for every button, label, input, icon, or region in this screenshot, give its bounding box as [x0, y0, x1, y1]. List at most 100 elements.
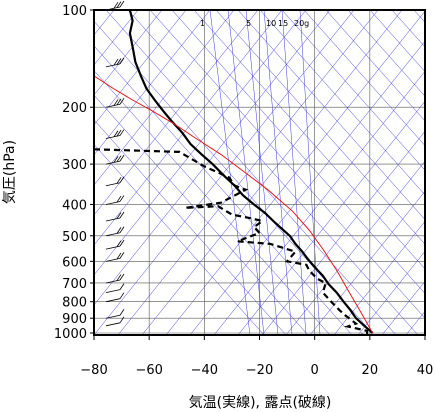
mixing-ratio-line — [263, 10, 293, 335]
mixing-ratio-line — [227, 10, 265, 335]
wind-barb-staff — [105, 103, 121, 108]
isotherm-line — [333, 220, 425, 335]
x-axis-title: 気温(実線), 露点(破線) — [189, 395, 332, 411]
y-tick-label: 200 — [62, 101, 87, 116]
mixing-ratio-label: 15 — [278, 19, 288, 28]
adiabat-line — [303, 10, 425, 146]
adiabat-line — [94, 144, 265, 335]
wind-barb-feather — [116, 227, 122, 234]
wind-barb-staff — [105, 279, 121, 284]
adiabat-line — [94, 70, 331, 335]
adiabat-line — [259, 10, 425, 196]
wind-barb-feather — [116, 212, 122, 219]
y-tick-label: 700 — [62, 277, 87, 292]
wind-barbs — [105, 0, 125, 327]
wind-barb-staff — [105, 322, 121, 327]
wind-barb-staff — [105, 298, 121, 303]
isotherm-line — [237, 100, 425, 335]
mixing-ratio-line — [281, 10, 307, 335]
wind-barb-staff — [105, 257, 121, 262]
wind-barb-feather — [119, 98, 125, 105]
isotherm-line — [117, 10, 379, 335]
isotherm-line — [94, 10, 235, 186]
adiabat-line — [105, 10, 397, 335]
dewpoint-line — [94, 148, 369, 335]
x-tick-label: −40 — [191, 363, 218, 378]
isotherm-line — [94, 10, 187, 126]
isotherm-line — [94, 10, 259, 216]
y-tick-label: 400 — [62, 198, 87, 213]
isotherm-line — [94, 10, 331, 306]
mixing-ratio-label: 1 — [200, 19, 205, 28]
wind-barb-staff — [105, 289, 121, 294]
mixing-ratio-labels: 1 5 10 15 20g — [200, 19, 309, 28]
wind-barb-feather — [116, 98, 122, 106]
adiabat-line — [347, 10, 425, 97]
y-tick-label: 1000 — [54, 327, 87, 342]
y-tick-label: 600 — [62, 255, 87, 270]
mixing-ratio-label: 5 — [246, 19, 251, 28]
x-tick-label: −20 — [246, 363, 273, 378]
wind-barb-feather — [119, 211, 125, 219]
wind-barb-feather — [116, 177, 122, 184]
wind-barb-feather — [116, 58, 122, 65]
y-tick-label: 100 — [62, 4, 87, 19]
isotherm-line — [309, 190, 425, 335]
adiabat-line — [325, 10, 425, 122]
adiabat-line — [94, 45, 353, 335]
y-axis-title: 気圧(hPa) — [2, 140, 18, 204]
isotherm-line — [189, 40, 425, 335]
mixing-ratio-line — [209, 10, 251, 335]
parcel-line — [94, 75, 374, 334]
isotherm-line — [261, 130, 425, 335]
wind-barb-feather — [119, 239, 125, 247]
wind-barb-feather — [113, 1, 119, 9]
mixing-ratio-line — [299, 10, 321, 335]
wind-barb-feather — [116, 129, 122, 137]
isotherm-line — [165, 10, 425, 335]
adiabat-line — [215, 10, 425, 245]
mixing-ratio-label: 10 — [266, 19, 276, 28]
wind-barb-staff — [105, 245, 121, 250]
tick-labels: −80 −60 −40 −20 0 20 40 100 200 300 400 500 600 700 80… — [54, 4, 433, 378]
mixing-ratio-line — [245, 10, 279, 335]
x-tick-label: 0 — [311, 363, 319, 378]
isotherm-line — [94, 10, 355, 335]
y-tick-label: 800 — [62, 296, 87, 311]
background-lines — [94, 10, 435, 335]
wind-barb-staff — [105, 217, 121, 222]
wind-barb-feather — [116, 1, 122, 8]
isotherm-line — [285, 160, 425, 335]
y-tick-label: 900 — [62, 312, 87, 327]
mixing-ratio-label: 20g — [294, 19, 309, 28]
wind-barb-feather — [113, 58, 119, 66]
isotherm-line — [405, 310, 425, 335]
isotherm-line — [94, 10, 211, 156]
wind-barb-feather — [119, 308, 125, 316]
adiabat-line — [237, 10, 425, 220]
wind-barb-staff — [105, 314, 121, 319]
adiabat-line — [94, 119, 287, 335]
wind-barb-staff — [105, 182, 121, 187]
isotherm-line — [430, 10, 435, 335]
wind-barb-feather — [119, 226, 125, 233]
wind-barb-feather — [119, 273, 125, 281]
grid — [93, 9, 426, 335]
wind-barb-staff — [105, 232, 121, 237]
isotherm-line — [213, 70, 425, 335]
wind-barb-staff — [105, 135, 121, 139]
isotherm-line — [357, 250, 425, 335]
wind-barb-feather — [119, 129, 125, 136]
adiabat-line — [369, 10, 425, 73]
x-tick-label: −60 — [135, 363, 162, 378]
isotherm-line — [94, 10, 283, 246]
isotherm-line — [381, 280, 425, 335]
series-group — [94, 10, 374, 335]
x-tick-label: −80 — [80, 363, 107, 378]
wind-barb-staff — [105, 160, 121, 165]
wind-barb-feather — [113, 130, 119, 137]
adiabat-line — [149, 10, 425, 319]
wind-barb-feather — [119, 195, 125, 202]
wind-barb-feather — [119, 154, 125, 162]
